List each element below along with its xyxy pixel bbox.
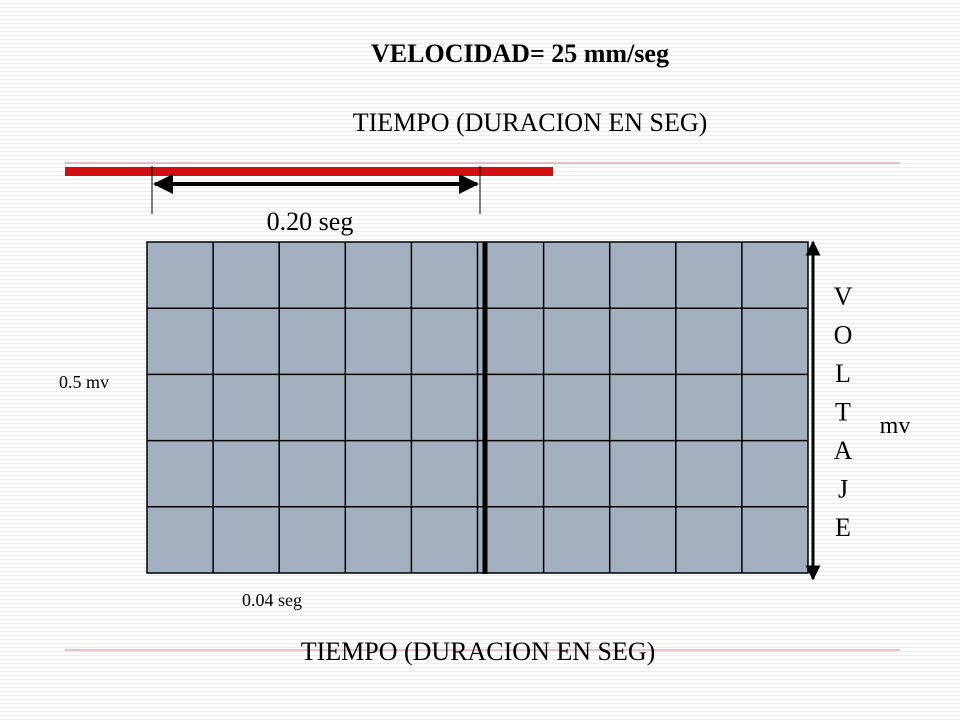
red-bar — [65, 167, 553, 176]
voltage-letter: L — [835, 359, 851, 388]
amplitude-label: 0.5 mv — [59, 372, 109, 392]
voltage-unit: mv — [880, 413, 911, 439]
voltage-letter: J — [838, 475, 848, 504]
voltage-letter: T — [835, 398, 851, 427]
small-square-label: 0.04 seg — [242, 590, 302, 610]
voltage-letter: O — [834, 321, 853, 350]
voltage-letter: V — [834, 282, 853, 311]
voltage-letter: A — [834, 436, 853, 465]
voltage-letter: E — [835, 513, 851, 542]
title: VELOCIDAD= 25 mm/seg — [371, 39, 669, 68]
footer-caption: TIEMPO (DURACION EN SEG) — [301, 637, 656, 666]
grid — [146, 241, 809, 574]
interval-label: 0.20 seg — [267, 207, 354, 236]
subtitle: TIEMPO (DURACION EN SEG) — [353, 108, 708, 137]
